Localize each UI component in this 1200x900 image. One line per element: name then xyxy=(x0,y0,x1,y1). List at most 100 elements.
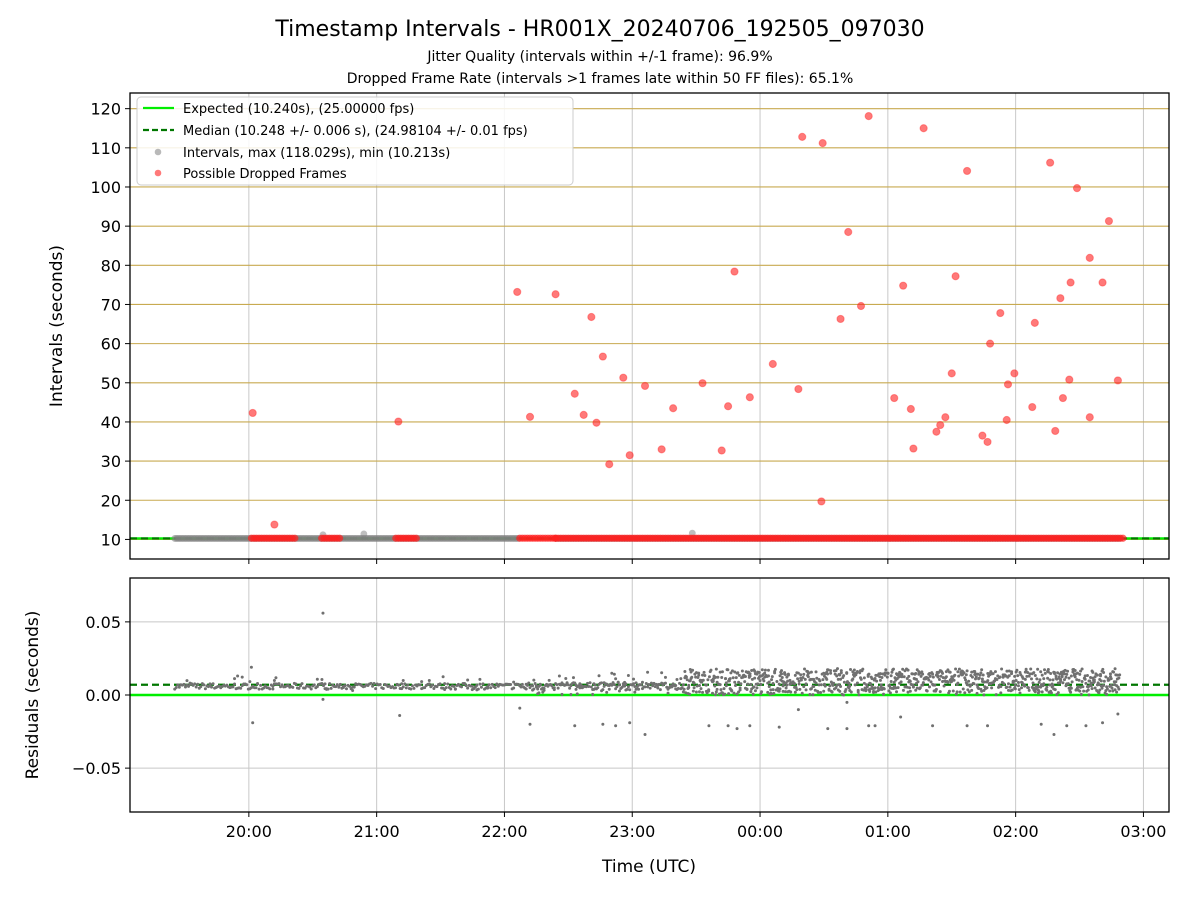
residual-point xyxy=(257,687,261,691)
dropped-frame-point xyxy=(962,166,972,176)
residual-point xyxy=(174,685,178,689)
residual-point xyxy=(557,674,561,678)
dropped-frame-point xyxy=(248,408,257,418)
residual-point xyxy=(954,692,958,696)
residual-point xyxy=(734,676,738,680)
residual-point xyxy=(470,684,474,688)
residual-point xyxy=(873,677,877,681)
residual-point xyxy=(1039,670,1043,674)
residual-point xyxy=(637,687,641,691)
residual-point xyxy=(648,686,652,690)
residual-point xyxy=(574,687,578,691)
residual-point xyxy=(245,683,249,687)
residual-point xyxy=(758,679,762,683)
residual-point xyxy=(783,672,787,676)
residual-point xyxy=(646,670,650,674)
residual-point xyxy=(658,688,662,692)
chart-subtitle-jitter: Jitter Quality (intervals within +/-1 fr… xyxy=(426,49,772,65)
x-tick-label: 23:00 xyxy=(609,822,655,841)
residual-point xyxy=(839,677,843,681)
residual-point xyxy=(986,724,990,728)
x-tick-label: 02:00 xyxy=(993,822,1039,841)
residual-point xyxy=(784,686,788,690)
residual-point xyxy=(899,680,903,684)
residual-point xyxy=(952,678,956,682)
residual-point xyxy=(953,673,957,677)
residual-point xyxy=(210,685,214,689)
residual-point xyxy=(983,680,987,684)
residual-point xyxy=(948,670,952,674)
dropped-frame-point xyxy=(605,460,614,469)
residual-point xyxy=(701,678,705,682)
residual-point xyxy=(525,683,529,687)
residual-point xyxy=(1112,683,1116,687)
residual-point xyxy=(653,685,657,689)
residual-point xyxy=(947,689,951,693)
residual-point xyxy=(900,675,904,679)
residual-point xyxy=(815,676,819,680)
residual-point xyxy=(974,675,978,679)
top-axes-frame xyxy=(129,92,1170,560)
residual-point xyxy=(300,682,304,686)
residual-point xyxy=(1090,687,1094,691)
residual-point xyxy=(272,679,276,683)
residual-point xyxy=(1073,669,1077,673)
residual-point xyxy=(371,684,375,688)
residual-point xyxy=(1102,679,1106,683)
residual-point xyxy=(1108,672,1112,676)
residual-point xyxy=(999,691,1003,695)
dropped-frame-point xyxy=(640,381,650,391)
residual-point xyxy=(1063,668,1067,672)
residual-point xyxy=(1013,683,1017,687)
bottom-y-tick-label: 0.05 xyxy=(85,613,121,632)
residual-point xyxy=(524,687,528,691)
residual-point xyxy=(298,684,302,688)
residual-point xyxy=(652,682,656,686)
residual-point xyxy=(1098,688,1102,692)
residual-point xyxy=(1049,691,1053,695)
x-axis: 20:00 21:00 22:00 23:00 00:00 01:00 02:00 03:00 xyxy=(226,559,1166,841)
residual-point xyxy=(1008,685,1012,689)
residual-point xyxy=(1076,685,1080,689)
residual-point xyxy=(707,675,711,679)
dropped-frame-point xyxy=(864,112,873,121)
residual-point xyxy=(337,685,341,689)
residual-point xyxy=(862,688,866,692)
residual-point xyxy=(403,682,407,686)
residual-point xyxy=(714,675,718,679)
residual-point xyxy=(1012,679,1016,683)
residual-point xyxy=(1115,690,1119,694)
residual-point xyxy=(1108,689,1112,693)
residual-point xyxy=(649,681,653,685)
residual-point xyxy=(1042,677,1046,681)
residual-point xyxy=(757,671,761,675)
residual-point xyxy=(315,685,319,689)
residual-point xyxy=(961,687,965,691)
residual-point xyxy=(1067,676,1071,680)
dropped-frame-point xyxy=(768,359,777,369)
residual-point xyxy=(832,681,836,685)
residual-point xyxy=(378,683,382,687)
residual-point xyxy=(813,688,817,692)
dropped-frame-point xyxy=(844,227,853,237)
residual-point xyxy=(688,667,692,671)
residual-point xyxy=(1028,672,1032,676)
residual-point xyxy=(793,682,797,686)
residual-point xyxy=(1023,677,1027,681)
residual-point xyxy=(534,684,538,688)
residual-point xyxy=(868,689,872,693)
top-y-tick-label: 10 xyxy=(101,530,121,549)
x-tick-label: 22:00 xyxy=(481,822,527,841)
residual-point xyxy=(769,688,773,692)
residual-point xyxy=(542,688,546,692)
dropped-frame-point xyxy=(941,413,950,422)
dropped-frame-point xyxy=(1066,278,1075,287)
residual-point xyxy=(695,684,699,688)
residual-point xyxy=(931,724,935,728)
residual-point xyxy=(334,685,338,689)
residual-point xyxy=(957,674,961,678)
residual-point xyxy=(607,687,611,691)
residual-point xyxy=(1081,685,1085,689)
residual-point xyxy=(268,687,272,691)
legend-median-label: Median (10.248 +/- 0.006 s), (24.98104 +… xyxy=(183,124,528,139)
